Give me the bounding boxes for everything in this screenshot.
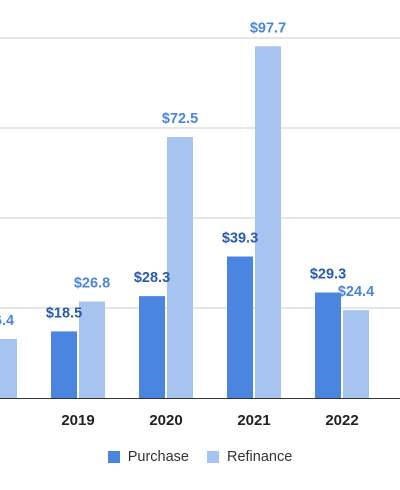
bar-refinance-2020[interactable] bbox=[167, 137, 193, 398]
legend-swatch-refinance bbox=[206, 451, 219, 463]
bar-refinance-2019[interactable] bbox=[79, 301, 105, 398]
bar-purchase-2022[interactable] bbox=[315, 292, 341, 398]
legend: Purchase Refinance bbox=[0, 447, 400, 467]
x-tick-label-2021: 2021 bbox=[237, 412, 270, 429]
legend-label-purchase: Purchase bbox=[127, 449, 189, 465]
data-label-purchase-2022: $29.3 bbox=[310, 267, 346, 283]
bars bbox=[0, 46, 369, 398]
data-label-refinance-2020: $72.5 bbox=[162, 111, 198, 127]
x-tick-labels: 82019202020212022 bbox=[61, 412, 358, 429]
data-label-purchase-2021: $39.3 bbox=[222, 231, 258, 247]
legend-swatch-purchase bbox=[107, 451, 120, 463]
bar-refinance-2022[interactable] bbox=[343, 310, 369, 398]
legend-label-refinance: Refinance bbox=[226, 449, 293, 465]
data-label-purchase-2019: $18.5 bbox=[46, 305, 82, 321]
data-label-purchase-2020: $28.3 bbox=[134, 270, 170, 286]
bar-refinance-2021[interactable] bbox=[255, 46, 281, 398]
data-label-refinance-2018: 6.4 bbox=[0, 313, 14, 329]
x-tick-label-2022: 2022 bbox=[325, 412, 358, 429]
x-tick-label-2020: 2020 bbox=[149, 412, 182, 429]
legend-item-refinance[interactable]: Refinance bbox=[206, 449, 293, 465]
data-labels: 6.4 $18.5 $26.8 $28.3 $72.5 $39.3 $97.7 $29.3$2… bbox=[0, 20, 374, 329]
bar-purchase-2020[interactable] bbox=[139, 296, 165, 398]
data-label-refinance-2019: $26.8 bbox=[74, 276, 110, 292]
legend-item-purchase[interactable]: Purchase bbox=[107, 449, 189, 465]
x-tick-label-2019: 2019 bbox=[61, 412, 94, 429]
bar-purchase-2021[interactable] bbox=[227, 256, 253, 398]
bar-refinance-2018[interactable] bbox=[0, 338, 17, 398]
data-label-refinance-2022: $24.4 bbox=[338, 284, 374, 300]
data-label-refinance-2021: $97.7 bbox=[250, 20, 286, 36]
bar-purchase-2019[interactable] bbox=[51, 331, 77, 398]
